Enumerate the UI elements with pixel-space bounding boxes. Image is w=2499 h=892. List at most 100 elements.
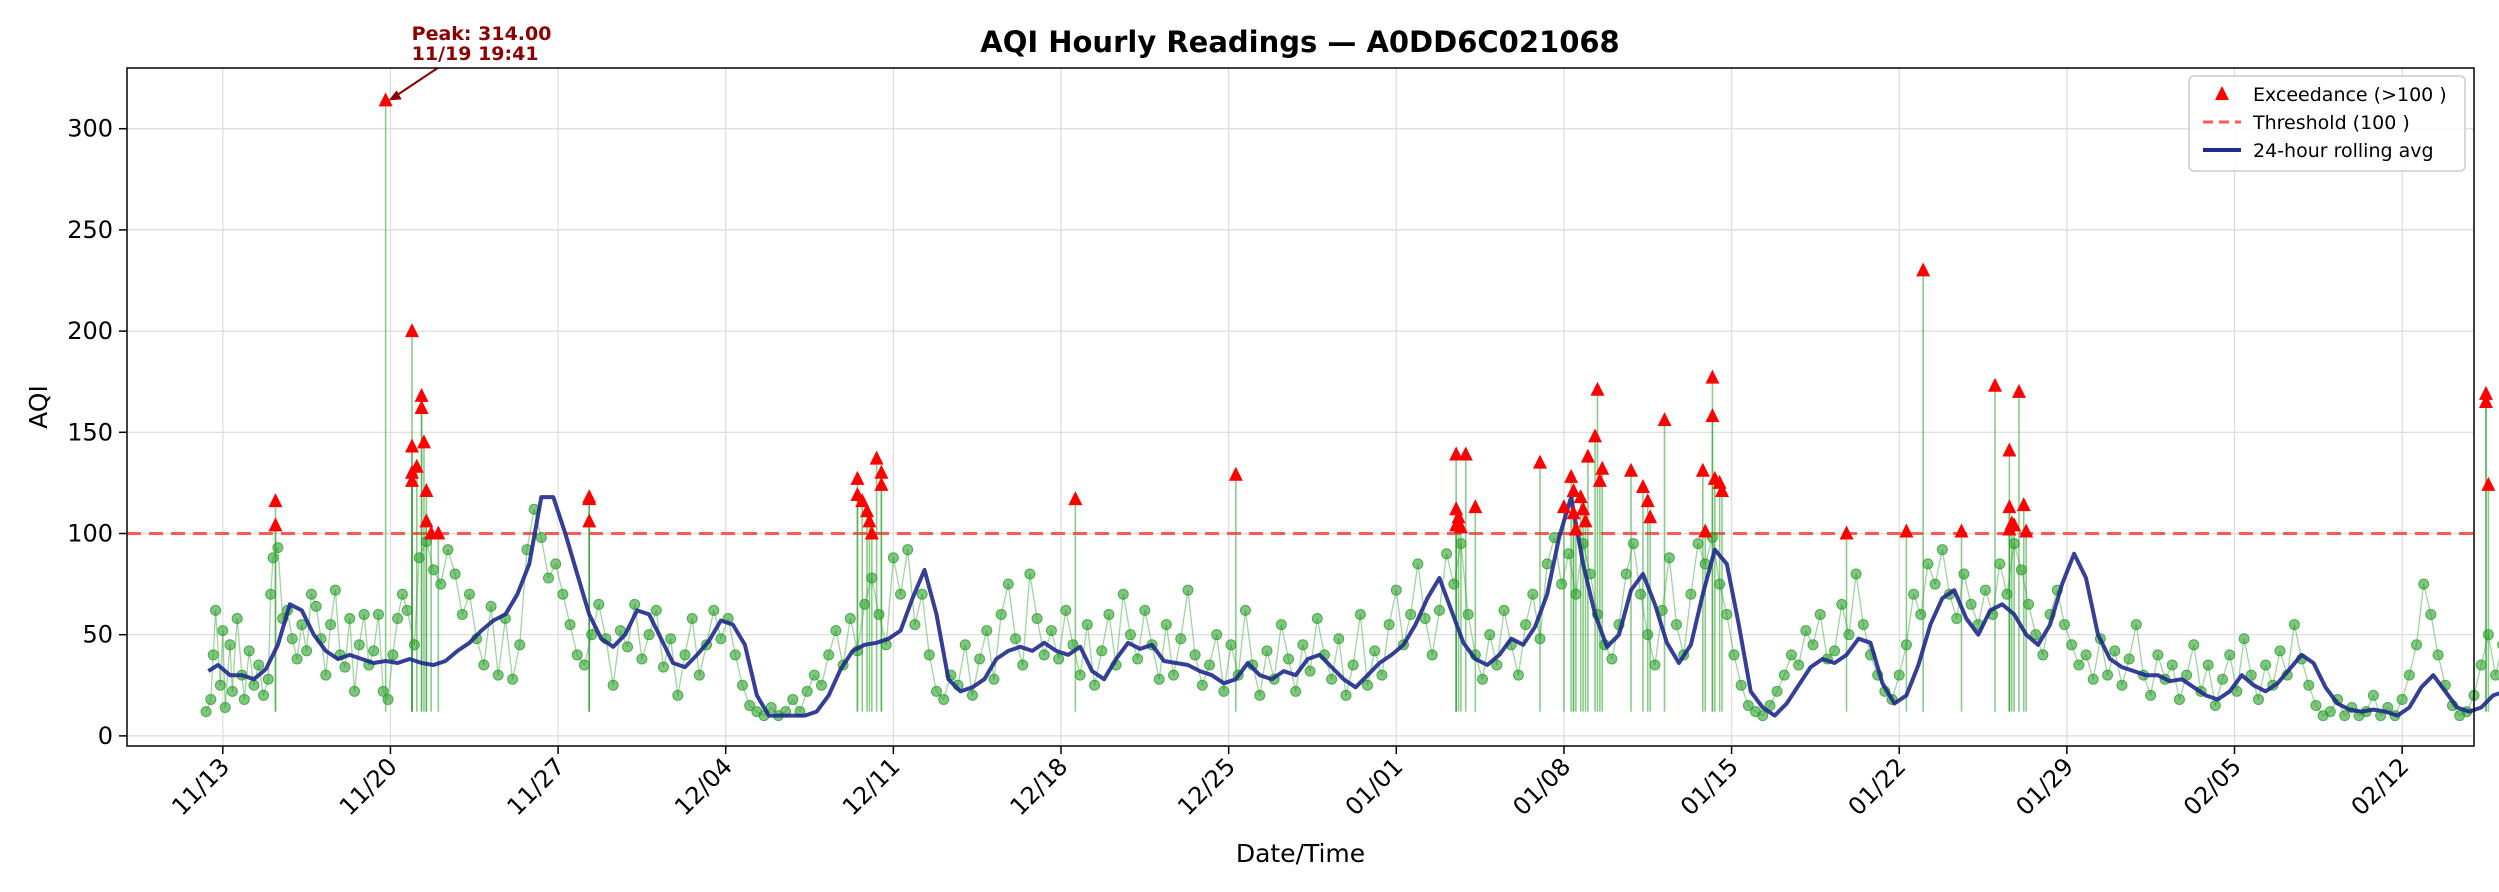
reading-point <box>808 669 820 681</box>
reading-segment <box>1093 650 1103 686</box>
reading-segment <box>2128 624 2137 660</box>
exceedance-marker <box>1643 509 1658 524</box>
reading-segment <box>1007 584 1017 639</box>
reading-segment <box>598 604 607 639</box>
reading-point <box>902 544 914 556</box>
legend-swatch-exceedance <box>2215 86 2229 100</box>
reading-segment <box>885 557 895 645</box>
exceedance-marker <box>1564 468 1579 483</box>
exceedance-marker <box>1595 460 1610 475</box>
reading-point <box>1412 558 1424 570</box>
reading-point <box>442 544 454 556</box>
reading-segment <box>329 590 336 625</box>
reading-segment <box>871 577 880 615</box>
reading-point <box>243 645 255 657</box>
reading-segment <box>1165 624 1175 676</box>
exceedance-marker <box>1590 381 1605 396</box>
reading-point <box>2030 629 2042 641</box>
reading-point <box>1979 584 1991 596</box>
exceedance-marker <box>862 513 877 528</box>
reading-point <box>387 649 399 661</box>
exceedance-marker <box>2481 476 2496 491</box>
reading-point <box>787 693 799 705</box>
reading-point <box>2202 659 2214 671</box>
reading-point <box>1965 598 1977 610</box>
reading-segment <box>1920 563 1929 615</box>
reading-point <box>593 598 605 610</box>
reading-point <box>1893 669 1905 681</box>
reading-segment <box>1956 573 1965 619</box>
reading-segment <box>519 549 528 645</box>
reading-point <box>1728 649 1740 661</box>
reading-point <box>305 588 317 600</box>
exceedance-marker <box>860 503 875 518</box>
reading-point <box>238 693 250 705</box>
reading-segment <box>236 618 243 676</box>
y-tick-label: 300 <box>67 115 113 143</box>
reading-point <box>2411 639 2423 651</box>
reading-segment <box>2286 624 2296 676</box>
reading-segment <box>842 618 851 666</box>
reading-segment <box>1668 557 1678 625</box>
reading-point <box>1857 619 1869 631</box>
reading-point <box>258 689 270 701</box>
reading-point <box>1512 669 1524 681</box>
reading-segment <box>497 618 507 676</box>
exceedance-marker <box>1568 521 1583 536</box>
reading-segment <box>899 549 909 595</box>
reading-segment <box>373 614 380 651</box>
reading-point <box>2037 649 2049 661</box>
reading-point <box>1254 689 1266 701</box>
reading-segment <box>1316 618 1326 656</box>
reading-point <box>1807 639 1819 651</box>
exceedance-marker <box>1695 462 1710 477</box>
reading-segment <box>2487 634 2497 676</box>
reading-point <box>224 639 236 651</box>
reading-point <box>2367 689 2379 701</box>
y-axis-label: AQI <box>24 385 53 429</box>
reading-segment <box>1137 610 1146 660</box>
reading-point <box>310 600 322 612</box>
readings-layer <box>200 100 2499 722</box>
reading-segment <box>1144 610 1153 645</box>
exceedance-marker <box>431 525 446 540</box>
reading-segment <box>229 644 234 692</box>
reading-point <box>923 649 935 661</box>
reading-point <box>1908 588 1920 600</box>
reading-segment <box>849 618 859 652</box>
reading-point <box>368 645 380 657</box>
reading-segment <box>214 610 222 686</box>
reading-point <box>1297 639 1309 651</box>
reading-point <box>449 568 461 580</box>
reading-point <box>514 639 526 651</box>
y-tick-label: 150 <box>67 418 113 446</box>
reading-point <box>1196 679 1208 691</box>
reading-segment <box>1395 590 1405 645</box>
reading-point <box>1139 604 1151 616</box>
reading-point <box>930 685 942 697</box>
exceedance-marker <box>1715 482 1730 497</box>
reading-point <box>1024 568 1036 580</box>
exceedance-marker <box>2478 385 2493 400</box>
annotation-line1: Peak: 314.00 <box>412 23 552 45</box>
reading-segment <box>1977 590 1987 625</box>
reading-segment <box>1855 573 1864 625</box>
reading-point <box>1117 588 1129 600</box>
reading-point <box>744 700 756 712</box>
reading-point <box>2425 608 2437 620</box>
reading-point <box>1793 659 1805 671</box>
reading-segment <box>363 614 370 666</box>
exceedance-marker <box>869 450 884 465</box>
reading-point <box>909 619 921 631</box>
y-tick-label: 50 <box>82 621 113 649</box>
reading-point <box>1333 633 1345 645</box>
legend: Exceedance (>100 ) Threshold (100 ) 24-hou… <box>2188 75 2466 172</box>
reading-segment <box>210 654 214 700</box>
reading-point <box>535 532 547 544</box>
reading-point <box>1491 659 1503 671</box>
reading-segment <box>1338 638 1347 696</box>
reading-point <box>715 633 727 645</box>
exceedance-marker <box>419 482 434 497</box>
reading-point <box>1936 544 1948 556</box>
reading-point <box>629 598 641 610</box>
